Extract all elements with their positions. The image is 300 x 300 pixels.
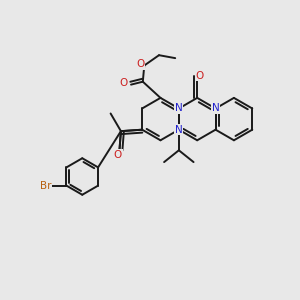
Text: N: N [175,103,183,113]
Text: O: O [195,71,204,81]
Text: O: O [114,150,122,160]
Text: N: N [212,103,219,113]
Text: N: N [175,125,183,135]
Text: O: O [119,78,128,88]
Text: Br: Br [40,181,52,190]
Text: O: O [136,59,145,69]
